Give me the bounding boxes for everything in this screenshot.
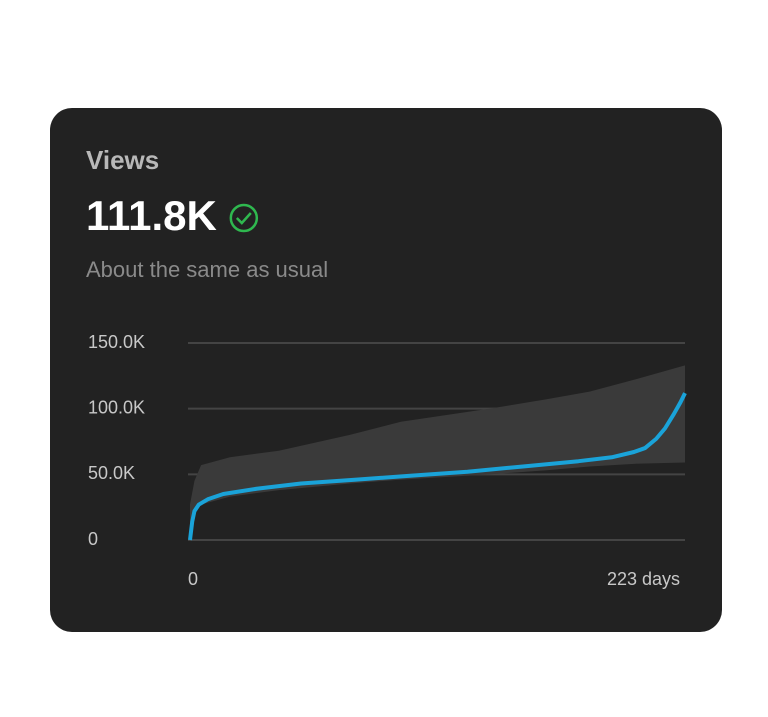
subtitle: About the same as usual: [86, 257, 328, 282]
typical-range: [190, 365, 685, 530]
y-tick-label: 50.0K: [88, 463, 135, 483]
x-tick-label: 0: [188, 569, 198, 589]
y-tick-label: 100.0K: [88, 397, 145, 417]
x-tick-label: 223 days: [607, 569, 680, 589]
views-line: [188, 392, 687, 541]
status-icon: [229, 203, 259, 233]
chart: 0 50.0K 100.0K 150.0K 0 223 days: [88, 332, 687, 589]
card: [50, 108, 722, 632]
metric-value: 111.8K: [86, 192, 217, 239]
y-tick-label: 150.0K: [88, 332, 145, 352]
card-title: Views: [86, 145, 159, 175]
y-tick-label: 0: [88, 529, 98, 549]
